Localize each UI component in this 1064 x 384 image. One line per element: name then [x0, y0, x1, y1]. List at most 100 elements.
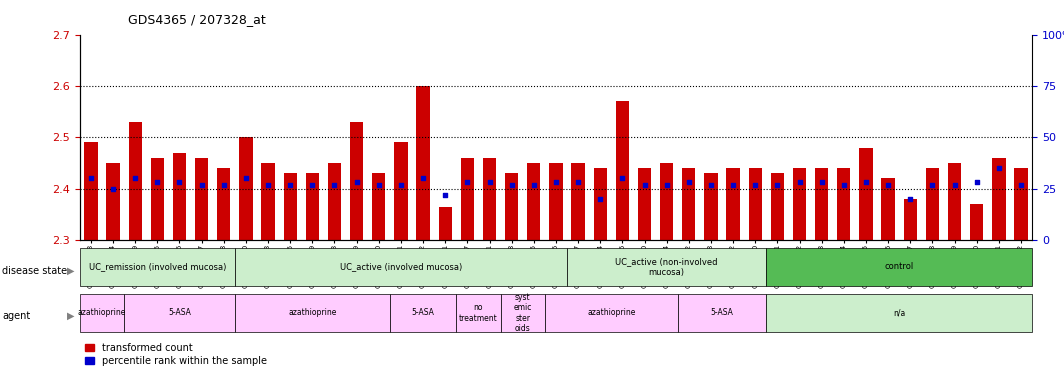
Bar: [903, 199, 917, 240]
Point: [725, 182, 742, 188]
Bar: [926, 168, 940, 240]
Bar: [770, 173, 784, 240]
Text: 5-ASA: 5-ASA: [711, 308, 733, 318]
Point: [924, 182, 941, 188]
Point: [747, 182, 764, 188]
Text: ▶: ▶: [67, 266, 74, 276]
Point: [614, 175, 631, 182]
Bar: [239, 137, 252, 240]
Bar: [172, 153, 186, 240]
Text: UC_active (involved mucosa): UC_active (involved mucosa): [339, 262, 462, 271]
Bar: [678, 294, 766, 332]
Bar: [372, 173, 385, 240]
Point: [503, 182, 520, 188]
Bar: [305, 173, 319, 240]
Bar: [328, 163, 342, 240]
Point: [260, 182, 277, 188]
Point: [237, 175, 254, 182]
Point: [304, 182, 321, 188]
Point: [880, 182, 897, 188]
Legend: transformed count, percentile rank within the sample: transformed count, percentile rank withi…: [85, 343, 267, 366]
Text: no
treatment: no treatment: [459, 303, 498, 323]
Bar: [948, 163, 961, 240]
Point: [968, 179, 985, 185]
Bar: [727, 168, 739, 240]
Point: [326, 182, 343, 188]
Bar: [461, 158, 473, 240]
Point: [569, 179, 586, 185]
Bar: [416, 86, 430, 240]
Point: [171, 179, 188, 185]
Text: disease state: disease state: [2, 266, 67, 276]
Point: [769, 182, 786, 188]
Bar: [970, 204, 983, 240]
Bar: [235, 294, 389, 332]
Point: [127, 175, 144, 182]
Bar: [567, 248, 766, 286]
Point: [636, 182, 653, 188]
Bar: [766, 248, 1032, 286]
Point: [547, 179, 564, 185]
Bar: [350, 122, 363, 240]
Bar: [500, 294, 545, 332]
Point: [348, 179, 365, 185]
Bar: [195, 158, 209, 240]
Point: [702, 182, 719, 188]
Bar: [594, 168, 606, 240]
Point: [680, 179, 697, 185]
Point: [415, 175, 432, 182]
Text: syst
emic
ster
oids: syst emic ster oids: [514, 293, 532, 333]
Bar: [129, 122, 142, 240]
Bar: [682, 168, 696, 240]
Text: 5-ASA: 5-ASA: [412, 308, 434, 318]
Bar: [217, 168, 231, 240]
Point: [592, 196, 609, 202]
Point: [370, 182, 387, 188]
Bar: [749, 168, 762, 240]
Point: [393, 182, 410, 188]
Bar: [438, 207, 452, 240]
Bar: [389, 294, 456, 332]
Bar: [124, 294, 235, 332]
Bar: [505, 173, 518, 240]
Text: UC_active (non-involved
mucosa): UC_active (non-involved mucosa): [615, 257, 718, 276]
Point: [104, 185, 121, 192]
Point: [436, 192, 453, 198]
Bar: [616, 101, 629, 240]
Point: [526, 182, 543, 188]
Text: agent: agent: [2, 311, 31, 321]
Bar: [283, 173, 297, 240]
Bar: [571, 163, 585, 240]
Point: [858, 179, 875, 185]
Bar: [860, 147, 872, 240]
Text: GDS4365 / 207328_at: GDS4365 / 207328_at: [128, 13, 265, 26]
Bar: [80, 248, 235, 286]
Point: [149, 179, 166, 185]
Point: [459, 179, 476, 185]
Bar: [704, 173, 717, 240]
Text: n/a: n/a: [893, 308, 905, 318]
Bar: [80, 294, 124, 332]
Point: [1013, 182, 1030, 188]
Bar: [106, 163, 119, 240]
Bar: [262, 163, 275, 240]
Point: [215, 182, 232, 188]
Bar: [815, 168, 829, 240]
Text: azathioprine: azathioprine: [587, 308, 635, 318]
Bar: [660, 163, 674, 240]
Point: [813, 179, 830, 185]
Bar: [1014, 168, 1028, 240]
Bar: [793, 168, 807, 240]
Point: [193, 182, 210, 188]
Text: ▶: ▶: [67, 311, 74, 321]
Point: [659, 182, 676, 188]
Bar: [456, 294, 500, 332]
Point: [791, 179, 808, 185]
Bar: [483, 158, 496, 240]
Bar: [766, 294, 1032, 332]
Bar: [84, 142, 98, 240]
Point: [991, 165, 1008, 171]
Text: UC_remission (involved mucosa): UC_remission (involved mucosa): [88, 262, 226, 271]
Text: 5-ASA: 5-ASA: [168, 308, 190, 318]
Point: [946, 182, 963, 188]
